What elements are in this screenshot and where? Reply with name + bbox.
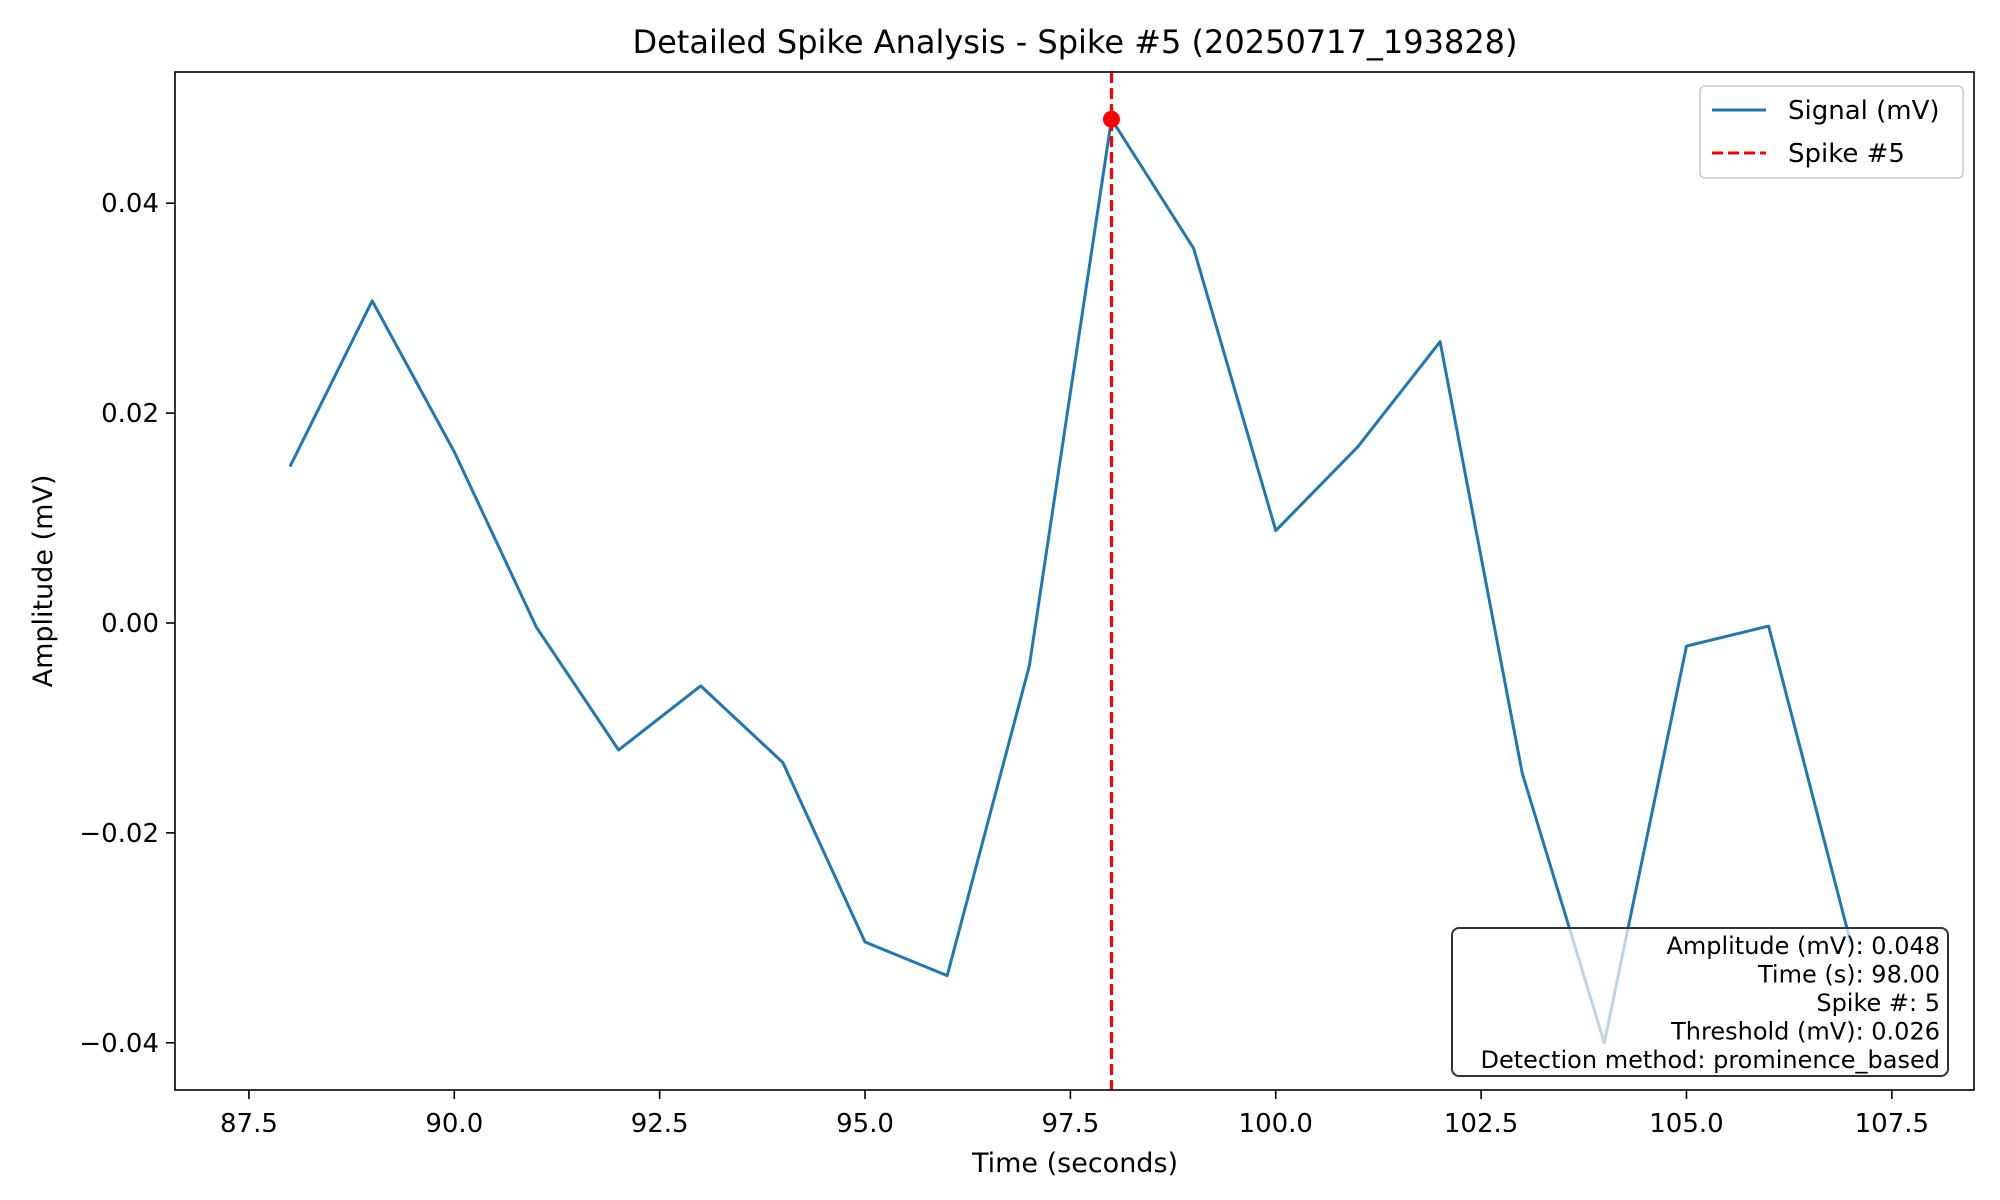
chart-title: Detailed Spike Analysis - Spike #5 (2025… bbox=[632, 23, 1517, 61]
info-box-line: Detection method: prominence_based bbox=[1480, 1046, 1940, 1074]
spike-peak-point bbox=[1102, 110, 1120, 128]
y-tick-label: −0.04 bbox=[79, 1029, 159, 1059]
x-axis-label: Time (seconds) bbox=[971, 1148, 1178, 1179]
legend-label: Spike #5 bbox=[1788, 139, 1905, 169]
info-box-line: Threshold (mV): 0.026 bbox=[1670, 1018, 1940, 1046]
x-tick-label: 100.0 bbox=[1239, 1109, 1313, 1139]
x-tick-label: 97.5 bbox=[1041, 1109, 1099, 1139]
info-box bbox=[1451, 927, 1949, 1077]
y-tick-label: −0.02 bbox=[79, 819, 159, 849]
legend-label: Signal (mV) bbox=[1788, 96, 1940, 126]
x-tick-label: 87.5 bbox=[220, 1109, 278, 1139]
x-tick-label: 95.0 bbox=[836, 1109, 894, 1139]
x-tick-label: 105.0 bbox=[1649, 1109, 1723, 1139]
axes-frame bbox=[174, 71, 1975, 1091]
x-tick-label: 102.5 bbox=[1444, 1109, 1518, 1139]
y-tick-label: 0.00 bbox=[101, 609, 159, 639]
info-box-line: Amplitude (mV): 0.048 bbox=[1666, 932, 1940, 960]
plot-area: 87.5 90.0 92.5 95.0 97.5 100.0 102.5 105.0 107.5… bbox=[79, 71, 1975, 1139]
info-box-line: Time (s): 98.00 bbox=[1757, 961, 1940, 989]
x-tick-label: 90.0 bbox=[425, 1109, 483, 1139]
x-tick-label: 107.5 bbox=[1855, 1109, 1929, 1139]
info-box-line: Spike #: 5 bbox=[1816, 989, 1940, 1017]
y-axis-label: Amplitude (mV) bbox=[28, 475, 59, 688]
plot-background bbox=[175, 72, 1974, 1090]
y-tick-label: 0.04 bbox=[101, 189, 159, 219]
x-tick-label: 92.5 bbox=[631, 1109, 689, 1139]
y-tick-label: 0.02 bbox=[101, 399, 159, 429]
